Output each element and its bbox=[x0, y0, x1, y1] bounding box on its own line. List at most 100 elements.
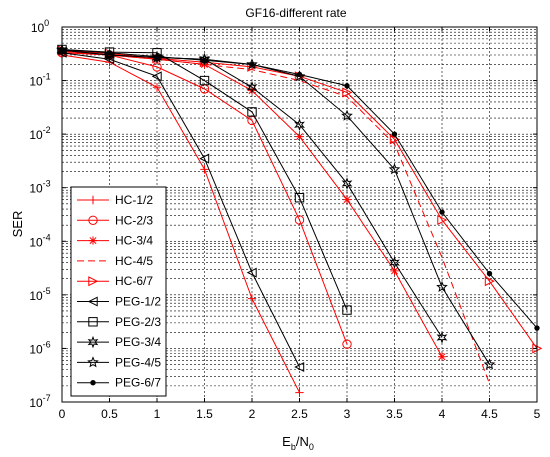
marker-triangle-right bbox=[88, 276, 99, 287]
marker-pentagram bbox=[87, 356, 99, 368]
marker-plus bbox=[247, 294, 257, 303]
marker-dot bbox=[90, 380, 96, 386]
x-tick-label: 5 bbox=[534, 407, 541, 421]
marker-star bbox=[295, 132, 304, 141]
legend-label: HC-3/4 bbox=[115, 234, 153, 248]
marker-star bbox=[390, 266, 399, 276]
legend-label: HC-4/5 bbox=[115, 254, 153, 268]
y-axis-label: SER bbox=[10, 211, 25, 238]
legend-item: PEG-3/4 bbox=[77, 335, 161, 349]
marker-square bbox=[247, 107, 257, 117]
marker-triangle-right bbox=[437, 214, 448, 225]
y-tick-label: 10-6 bbox=[29, 339, 50, 356]
chart-title: GF16-different rate bbox=[245, 6, 346, 20]
marker-star bbox=[342, 195, 352, 204]
marker-plus bbox=[200, 165, 209, 174]
marker-plus bbox=[152, 83, 162, 92]
marker-triangle-right bbox=[342, 87, 353, 98]
x-tick-label: 3 bbox=[344, 407, 351, 421]
series-line bbox=[61, 54, 300, 393]
marker-triangle-left bbox=[294, 361, 305, 373]
marker-dot bbox=[391, 131, 398, 137]
marker-plus bbox=[88, 195, 98, 205]
series-line bbox=[61, 52, 300, 368]
marker-square bbox=[294, 193, 305, 203]
x-tick-label: 1 bbox=[154, 407, 161, 421]
legend-item: PEG-1/2 bbox=[77, 295, 161, 309]
y-tick-label: 10-1 bbox=[29, 72, 50, 89]
legend-box bbox=[70, 186, 167, 397]
y-tick-label: 100 bbox=[31, 18, 49, 35]
series-hc-4-5 bbox=[61, 50, 490, 384]
x-tick-label: 3.5 bbox=[386, 407, 403, 421]
series-layer bbox=[56, 43, 543, 397]
x-tick-label: 2.5 bbox=[291, 407, 308, 421]
marker-star bbox=[88, 236, 98, 245]
marker-dot bbox=[296, 71, 303, 78]
legend-item: HC-1/2 bbox=[77, 193, 153, 207]
series-line bbox=[61, 50, 490, 384]
legend: HC-1/2 HC-2/3 HC-3/4 HC-4/5 HC-6/7 PEG-1/2 PEG… bbox=[70, 186, 167, 397]
marker-hexagram bbox=[341, 177, 353, 190]
marker-pentagram bbox=[483, 358, 496, 370]
marker-hexagram bbox=[87, 335, 99, 349]
marker-dot bbox=[486, 270, 493, 277]
series-peg-6-7 bbox=[59, 46, 540, 331]
x-axis-label: Eb/N0 bbox=[282, 434, 314, 452]
y-tick-label: 10-3 bbox=[29, 179, 50, 196]
marker-pentagram bbox=[388, 163, 401, 175]
marker-dot bbox=[249, 61, 255, 68]
marker-plus bbox=[295, 388, 304, 397]
marker-hexagram bbox=[436, 331, 448, 344]
legend-label: PEG-4/5 bbox=[115, 355, 161, 369]
marker-square bbox=[88, 317, 98, 327]
marker-circle bbox=[342, 339, 352, 349]
marker-triangle-left bbox=[151, 71, 162, 82]
marker-square bbox=[342, 305, 352, 315]
legend-item: PEG-4/5 bbox=[77, 355, 161, 369]
marker-triangle-left bbox=[246, 267, 257, 278]
marker-triangle-left bbox=[87, 296, 98, 307]
marker-dot bbox=[201, 57, 208, 63]
marker-dot bbox=[344, 83, 350, 89]
legend-item: HC-4/5 bbox=[77, 254, 153, 268]
marker-hexagram bbox=[246, 81, 258, 94]
marker-dot bbox=[154, 53, 160, 60]
marker-dot bbox=[106, 50, 113, 56]
x-tick-label: 0.5 bbox=[101, 407, 118, 421]
x-tick-label: 1.5 bbox=[196, 407, 213, 421]
legend-label: HC-6/7 bbox=[115, 274, 153, 288]
x-tick-label: 4 bbox=[439, 407, 446, 421]
marker-square bbox=[199, 75, 210, 86]
y-tick-label: 10-2 bbox=[29, 125, 50, 142]
legend-item: PEG-2/3 bbox=[77, 315, 161, 329]
legend-item: HC-3/4 bbox=[77, 234, 153, 248]
legend-label: HC-1/2 bbox=[115, 193, 153, 207]
legend-label: PEG-1/2 bbox=[115, 295, 161, 309]
marker-pentagram bbox=[293, 70, 306, 82]
x-tick-label: 4.5 bbox=[481, 407, 498, 421]
y-tick-label: 10-7 bbox=[29, 393, 50, 410]
marker-dot bbox=[439, 209, 445, 215]
x-ticks: 0 0.5 1 1.5 2 2.5 3 3.5 4 4.5 5 bbox=[59, 27, 541, 421]
series-peg-4-5 bbox=[56, 44, 496, 370]
marker-pentagram bbox=[436, 280, 448, 292]
marker-triangle-left bbox=[199, 153, 210, 164]
marker-triangle-right bbox=[389, 134, 400, 145]
marker-circle bbox=[88, 215, 98, 226]
legend-label: HC-2/3 bbox=[115, 213, 153, 227]
marker-hexagram bbox=[389, 256, 400, 269]
x-tick-label: 2 bbox=[249, 407, 256, 421]
y-tick-label: 10-5 bbox=[29, 286, 50, 303]
legend-label: PEG-2/3 bbox=[115, 315, 161, 329]
legend-label: PEG-6/7 bbox=[115, 376, 161, 390]
legend-item: PEG-6/7 bbox=[77, 376, 161, 390]
marker-hexagram bbox=[151, 51, 163, 64]
series-line bbox=[61, 49, 490, 365]
marker-hexagram bbox=[199, 53, 210, 66]
marker-star bbox=[437, 352, 447, 361]
marker-star bbox=[247, 86, 257, 95]
x-tick-label: 0 bbox=[59, 407, 66, 421]
legend-item: HC-2/3 bbox=[77, 213, 153, 227]
